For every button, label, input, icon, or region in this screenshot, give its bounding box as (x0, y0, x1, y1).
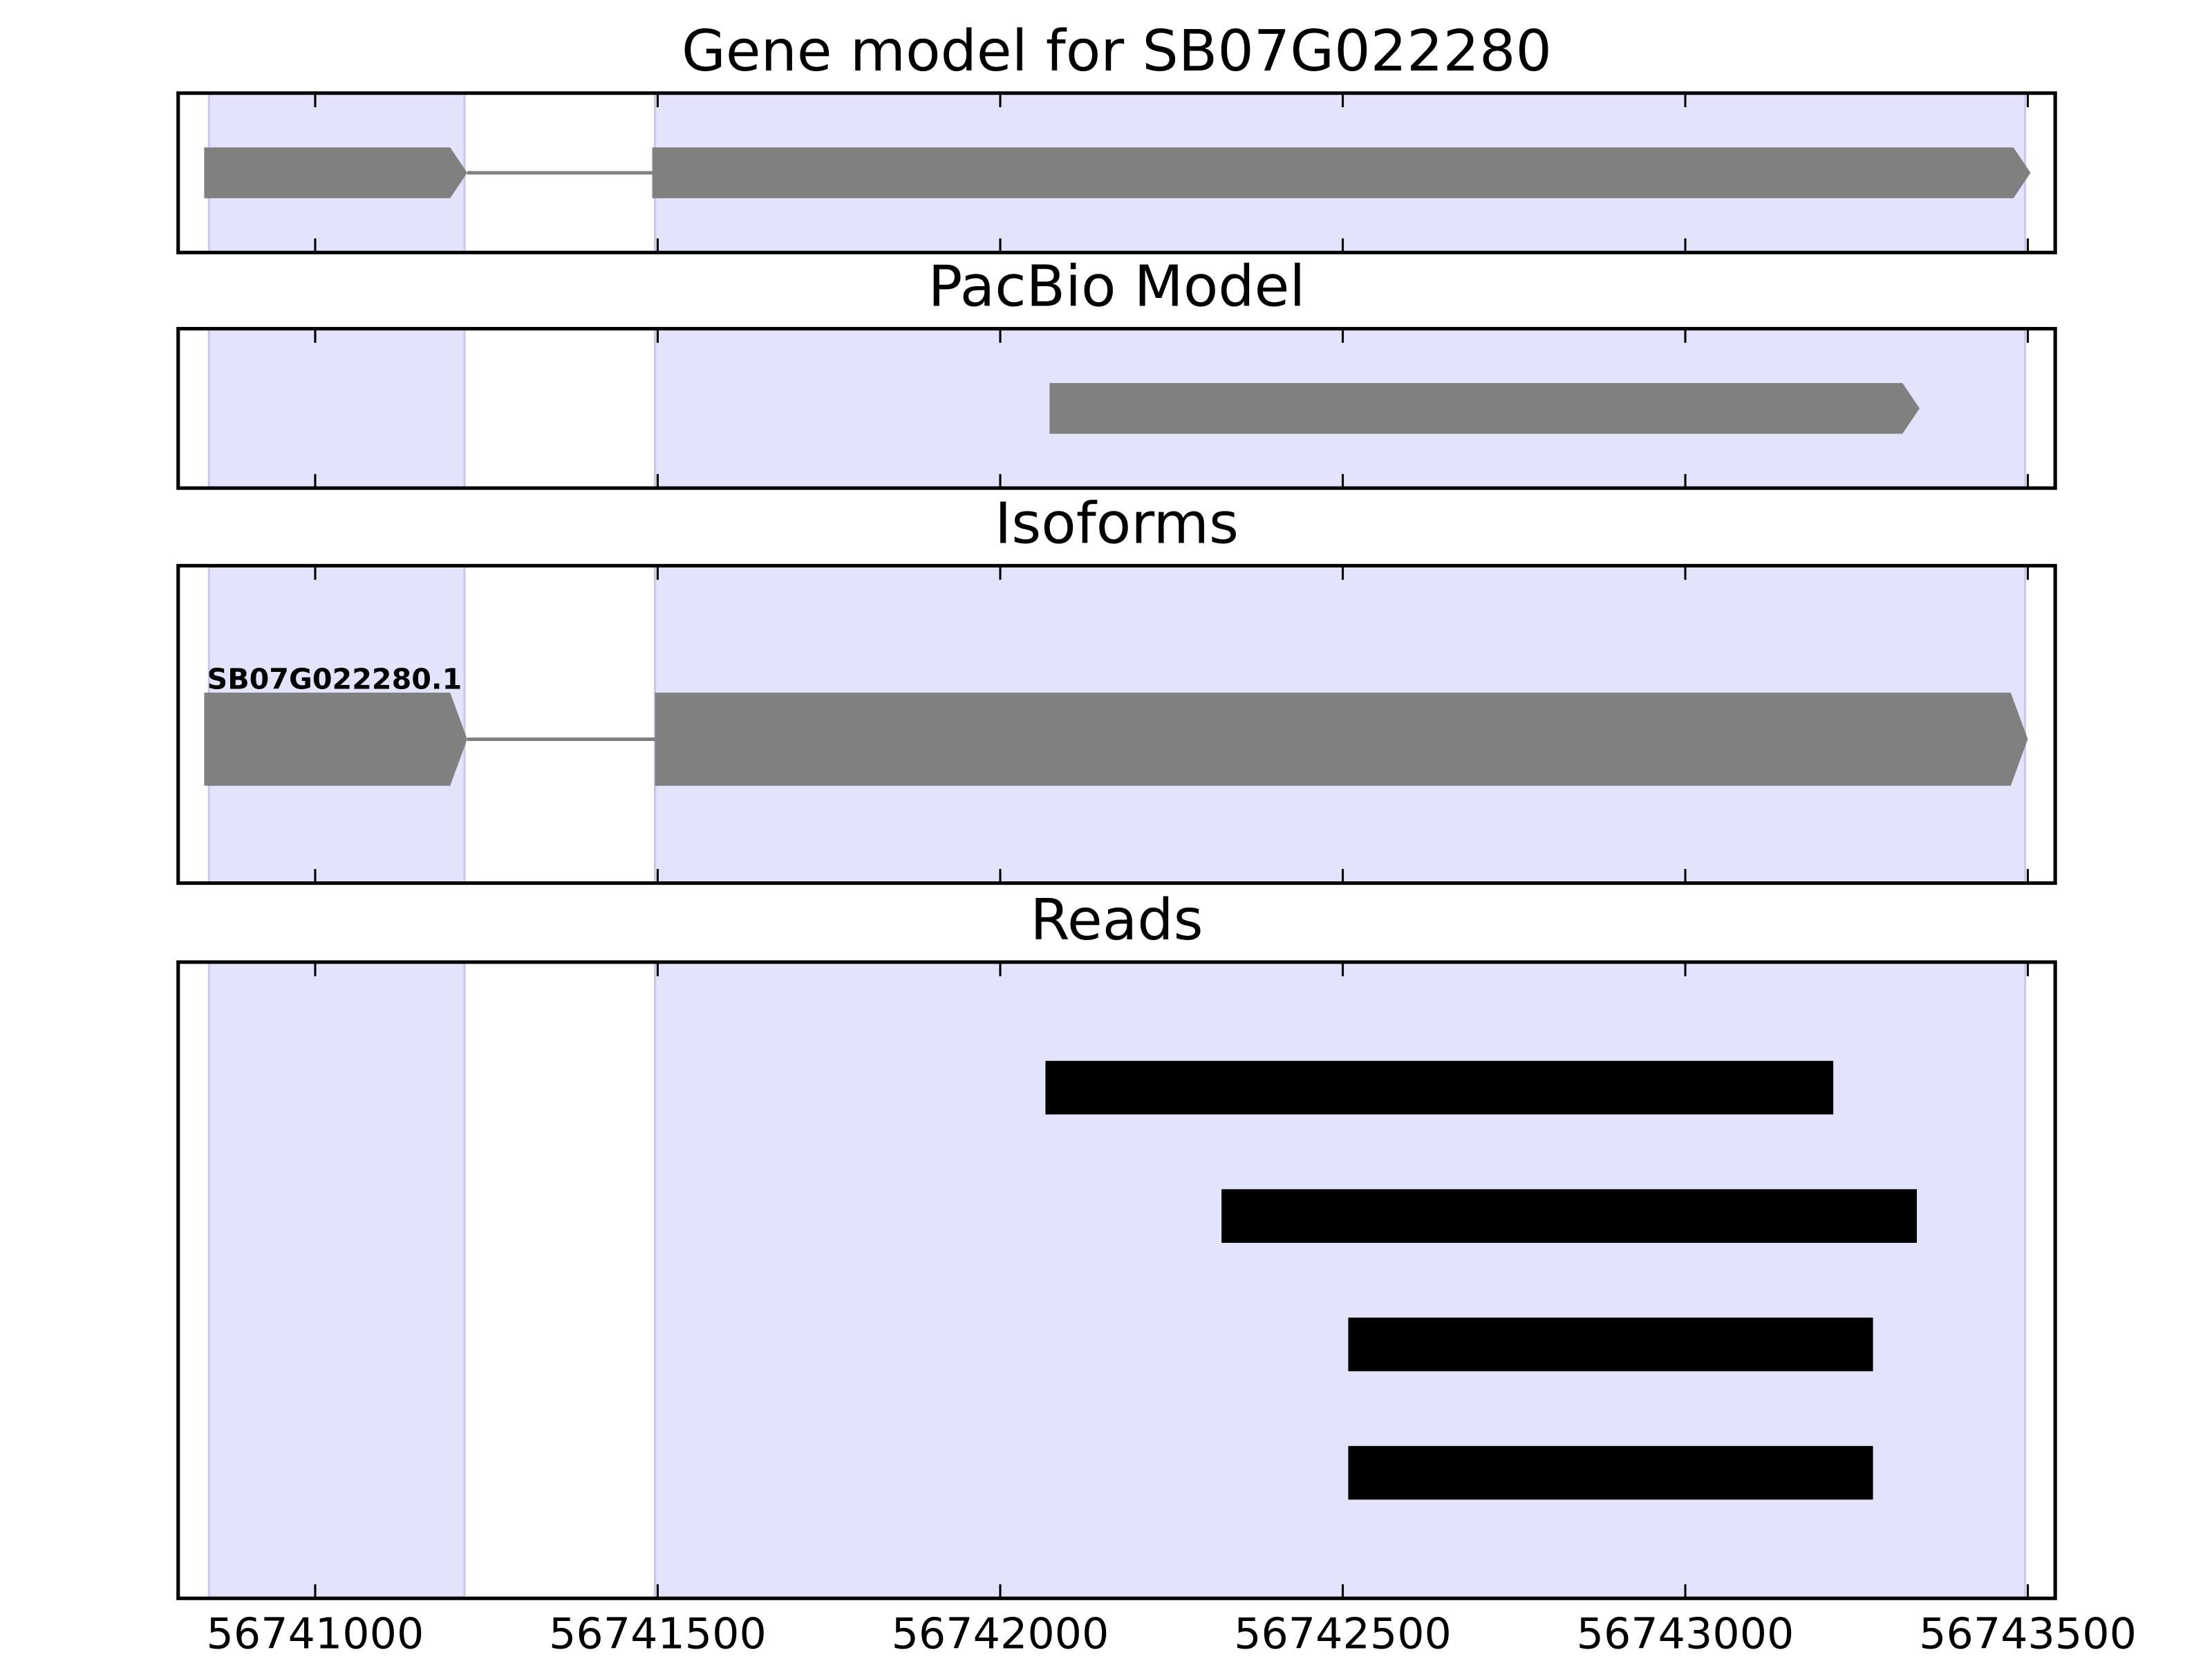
panel-title: Isoforms (995, 491, 1239, 557)
x-tick-label: 56741500 (549, 1609, 767, 1659)
read (1348, 1445, 1873, 1500)
isoform-label: SB07G022280.1 (207, 663, 462, 696)
exon-region (207, 327, 466, 489)
exon-region (653, 961, 2027, 1600)
exon (1049, 383, 1920, 434)
x-tick-label: 56741000 (207, 1609, 424, 1659)
panel-frame (176, 563, 2057, 885)
x-tick-label: 56743500 (1919, 1609, 2137, 1659)
panel-frame (176, 326, 2057, 490)
read (1045, 1060, 1834, 1115)
exon (655, 693, 2028, 786)
exon (652, 147, 2031, 198)
x-tick-label: 56742500 (1234, 1609, 1452, 1659)
panel-frame (176, 960, 2057, 1600)
exon (204, 693, 467, 786)
panel-title: Gene model for SB07G022280 (682, 19, 1552, 84)
panel-frame (176, 91, 2057, 254)
exon-region (207, 961, 466, 1600)
read (1348, 1318, 1873, 1371)
x-tick-label: 56743000 (1577, 1609, 1794, 1659)
panel-title: PacBio Model (928, 254, 1306, 320)
exon (204, 147, 467, 198)
read (1221, 1189, 1918, 1243)
panel-title: Reads (1030, 888, 1203, 953)
x-tick-label: 56742000 (892, 1609, 1109, 1659)
